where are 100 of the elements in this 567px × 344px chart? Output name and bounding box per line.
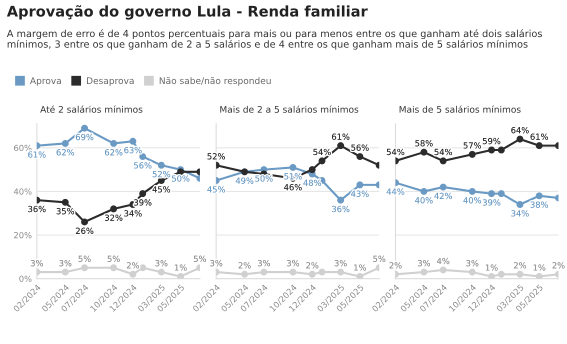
data-label: 3%	[466, 260, 478, 266]
point	[81, 218, 88, 226]
point	[318, 268, 326, 276]
point	[440, 157, 447, 164]
data-label: 1%	[534, 264, 546, 271]
point	[420, 268, 428, 276]
data-label: 64%	[511, 127, 529, 134]
data-label: 56%	[351, 144, 369, 151]
data-label: 62%	[56, 149, 74, 156]
point	[337, 142, 344, 150]
data-label: 5%	[194, 256, 206, 262]
data-label: 44%	[386, 188, 404, 195]
point	[420, 148, 428, 156]
point	[516, 201, 524, 208]
point	[536, 192, 543, 200]
data-label: 2%	[238, 262, 251, 268]
text: Mais de 5 salários mínimos	[400, 105, 521, 113]
text: Até 2 salários mínimos	[40, 105, 142, 113]
data-label: 50%	[172, 175, 190, 182]
point	[81, 264, 88, 272]
point	[158, 268, 165, 276]
data-label: 57%	[464, 142, 482, 149]
point	[498, 270, 505, 278]
data-label: 54%	[313, 148, 331, 156]
data-label: 2%	[514, 262, 526, 268]
data-label: 43%	[351, 190, 369, 197]
point	[488, 190, 495, 198]
point	[337, 196, 344, 204]
point	[420, 188, 428, 195]
y-tick-label: 40%	[14, 188, 32, 195]
text: Mais de 2 a 5 salários mínimos	[220, 105, 358, 113]
data-label: 2%	[552, 262, 565, 268]
data-label: 3%	[258, 260, 270, 266]
data-label: 40%	[463, 197, 482, 204]
data-label: 49%	[236, 178, 254, 184]
data-label: 45%	[152, 186, 170, 193]
data-label: 59%	[482, 138, 500, 144]
data-label: 61%	[332, 134, 350, 140]
data-label: 58%	[415, 140, 433, 146]
point	[356, 272, 364, 279]
data-label: 1%	[174, 264, 187, 271]
point	[337, 268, 344, 276]
point	[468, 268, 476, 276]
point	[110, 205, 118, 212]
data-label: 3%	[30, 260, 44, 266]
point	[468, 188, 476, 195]
data-label: 3%	[59, 260, 72, 266]
data-label: 3%	[155, 260, 168, 266]
data-label: 34%	[124, 210, 142, 217]
data-label: 1%	[486, 264, 498, 271]
point	[241, 270, 248, 278]
point	[62, 268, 69, 276]
point	[62, 198, 69, 206]
point	[129, 270, 136, 278]
data-label: 3%	[286, 260, 300, 266]
data-label: 4%	[436, 258, 450, 264]
data-label: 45%	[207, 186, 225, 193]
data-label: 32%	[104, 214, 122, 221]
data-label: 36%	[28, 206, 46, 212]
point	[516, 270, 524, 278]
data-label: 42%	[434, 192, 452, 200]
data-label: 3%	[418, 260, 430, 266]
point	[536, 272, 543, 279]
data-label: 69%	[76, 134, 94, 140]
data-label: 50%	[255, 175, 273, 182]
data-label: 62%	[104, 149, 122, 156]
point	[498, 146, 505, 154]
data-label: 36%	[332, 206, 350, 212]
data-label: 5%	[373, 256, 386, 262]
point	[440, 184, 447, 191]
data-label: 52%	[152, 170, 170, 178]
data-label: 2%	[389, 262, 402, 268]
point	[440, 266, 447, 274]
point	[536, 142, 543, 150]
text: A margem de erro é de 4 pontos percentuais para mais ou para menos entre os que ganham até dois salários mínimos, 3 entre os que ganham de 2 a 5 salários e de 4 entre os que ganham mais de 5 salários mínimos	[6, 29, 542, 50]
data-label: 1%	[354, 264, 366, 271]
point	[308, 270, 316, 278]
data-label: 38%	[530, 201, 548, 208]
point	[62, 140, 69, 147]
point	[318, 157, 326, 164]
point	[488, 272, 495, 279]
point	[139, 264, 146, 272]
point	[516, 136, 524, 143]
legend-label: Não sabe/não respondeu	[160, 76, 271, 86]
point	[110, 264, 118, 272]
data-label: 61%	[530, 134, 548, 140]
legend-label: Aprova	[30, 77, 61, 86]
point	[158, 162, 165, 169]
data-label: 56%	[134, 162, 152, 169]
data-label: 5%	[78, 256, 91, 262]
legend-label: Desaprova	[86, 77, 134, 86]
point	[129, 138, 136, 145]
point	[289, 268, 296, 276]
point	[177, 272, 184, 279]
data-label: 54%	[434, 148, 452, 156]
chart-title: Aprovação do governo Lula - Renda familiar	[6, 5, 368, 20]
point	[356, 153, 364, 160]
point	[356, 181, 364, 188]
data-label: 3%	[334, 260, 347, 266]
data-label: 3%	[210, 260, 222, 266]
